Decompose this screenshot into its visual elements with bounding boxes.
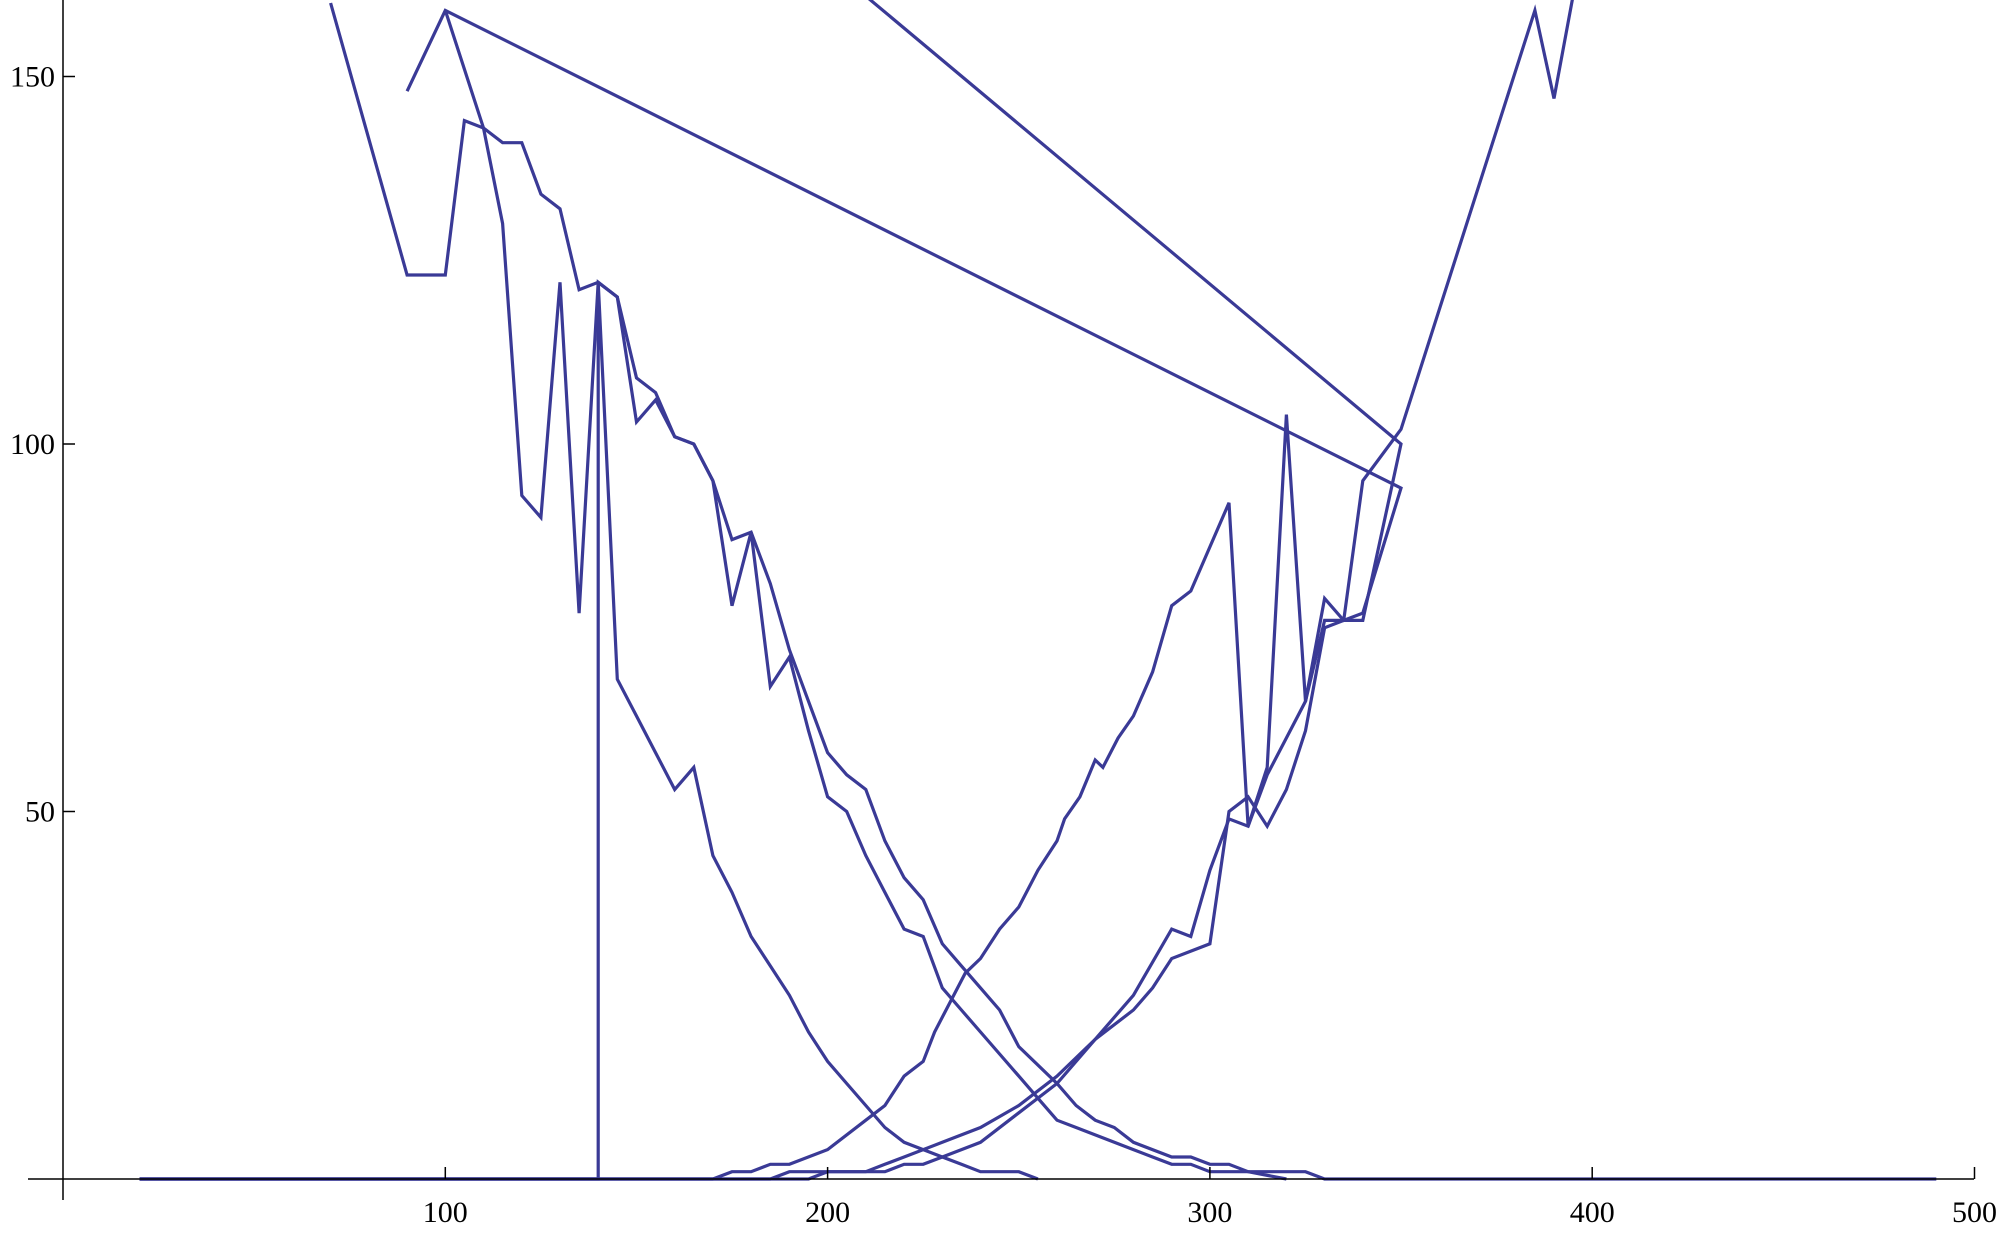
x-tick-label: 500 [1952,1196,1997,1229]
series-line-4 [329,2,1937,1181]
series-line-2 [139,0,1574,1181]
series-line-1 [139,8,1403,1181]
x-tick-label: 200 [805,1196,850,1229]
series-line-3 [139,0,1403,1181]
series-layer [139,0,1937,1181]
x-tick-label: 400 [1570,1196,1615,1229]
axes-layer [28,0,1974,1200]
y-tick-label: 100 [10,428,55,461]
x-tick-label: 300 [1187,1196,1232,1229]
ticks-layer: 100 200 300 400 500 50 100 150 [10,61,1997,1230]
y-tick-label: 150 [10,61,55,94]
series-line-5 [443,9,1287,1181]
series-line-6 [139,282,1039,1181]
y-tick-label: 50 [25,796,55,829]
x-tick-label: 100 [423,1196,468,1229]
